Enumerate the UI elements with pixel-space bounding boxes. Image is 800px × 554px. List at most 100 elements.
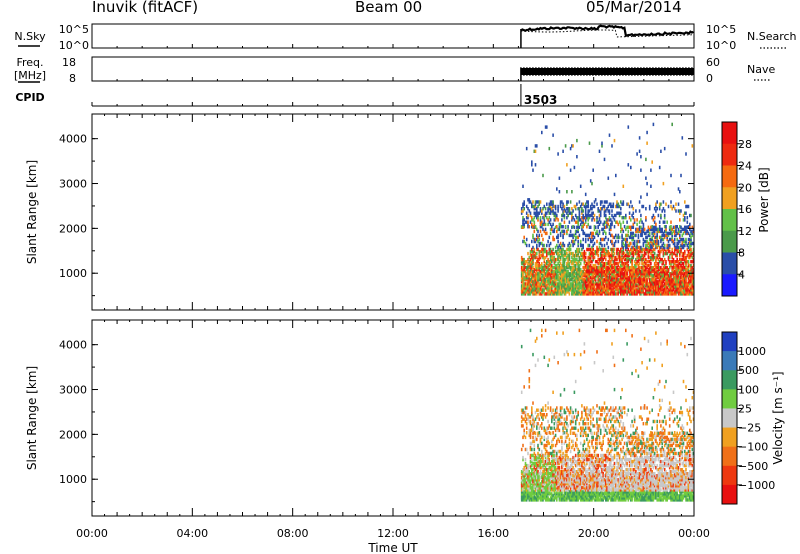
power-cell bbox=[525, 282, 528, 286]
power-cell bbox=[599, 202, 602, 206]
velocity-cell bbox=[559, 470, 562, 474]
power-cell bbox=[539, 216, 542, 220]
velocity-cell bbox=[542, 453, 544, 458]
power-cell bbox=[536, 276, 538, 280]
power-cell bbox=[672, 278, 675, 282]
power-cell bbox=[611, 222, 613, 227]
velocity-cell bbox=[548, 486, 551, 490]
power-cell bbox=[528, 290, 531, 294]
power-cell bbox=[672, 257, 675, 262]
velocity-cell bbox=[556, 480, 558, 484]
velocity-cell bbox=[536, 466, 538, 470]
velocity-cell bbox=[538, 447, 541, 452]
velocity-cell bbox=[531, 459, 533, 464]
power-cell bbox=[577, 243, 579, 248]
power-cell bbox=[576, 253, 578, 258]
velocity-cell bbox=[522, 408, 524, 412]
power-cell bbox=[620, 272, 622, 276]
power-cell bbox=[673, 290, 676, 294]
power-cell bbox=[621, 257, 623, 262]
power-cell bbox=[642, 272, 645, 276]
velocity-cell bbox=[569, 480, 572, 484]
power-cell bbox=[522, 266, 524, 270]
power-cell bbox=[690, 274, 692, 278]
power-cell bbox=[578, 211, 581, 215]
power-cell bbox=[626, 292, 628, 296]
velocity-cell bbox=[553, 488, 556, 492]
power-cell bbox=[549, 204, 552, 209]
power-cell bbox=[564, 251, 567, 256]
velocity-cell bbox=[573, 455, 576, 460]
power-cell bbox=[549, 209, 552, 213]
power-cell bbox=[549, 280, 552, 284]
power-cell bbox=[533, 220, 536, 224]
velocity-cell bbox=[541, 474, 543, 478]
power-cell bbox=[524, 290, 527, 294]
power-cell bbox=[687, 282, 690, 286]
power-cell bbox=[548, 292, 551, 296]
velocity-cell bbox=[534, 363, 537, 368]
velocity-cell bbox=[525, 472, 528, 476]
power-cell bbox=[572, 280, 574, 284]
power-cell bbox=[562, 233, 564, 238]
power-cell bbox=[623, 278, 626, 282]
power-cell bbox=[676, 241, 678, 246]
power-cell bbox=[558, 280, 561, 284]
power-cell bbox=[591, 239, 593, 244]
velocity-cell bbox=[543, 496, 546, 500]
power-cell bbox=[645, 247, 647, 252]
velocity-cell bbox=[532, 492, 534, 496]
power-cell bbox=[663, 290, 666, 294]
power-cell bbox=[686, 225, 689, 229]
velocity-cell bbox=[527, 478, 529, 482]
power-cell bbox=[551, 227, 553, 232]
power-cell bbox=[684, 229, 686, 234]
power-cell bbox=[675, 278, 677, 282]
power-cell bbox=[573, 288, 576, 292]
velocity-cell bbox=[542, 484, 544, 488]
power-cell bbox=[531, 202, 533, 206]
power-cell bbox=[675, 274, 677, 278]
power-cell bbox=[531, 253, 533, 258]
velocity-cell bbox=[532, 480, 534, 484]
velocity-cell bbox=[553, 476, 556, 480]
power-cell bbox=[539, 209, 542, 213]
power-cell bbox=[622, 278, 625, 282]
power-cell bbox=[534, 251, 537, 256]
power-cell bbox=[618, 278, 621, 282]
velocity-cell bbox=[532, 488, 534, 492]
power-cell bbox=[589, 247, 592, 252]
velocity-cell bbox=[542, 480, 544, 484]
power-cell bbox=[623, 257, 626, 262]
power-cell bbox=[641, 270, 643, 274]
power-cell bbox=[593, 272, 596, 276]
power-cell bbox=[586, 280, 588, 284]
power-cell bbox=[651, 160, 653, 164]
power-cell bbox=[529, 260, 532, 264]
power-cell bbox=[682, 245, 685, 250]
power-cell bbox=[520, 262, 523, 266]
power-cell bbox=[551, 276, 553, 280]
velocity-cell bbox=[523, 498, 525, 502]
power-cell bbox=[645, 280, 647, 284]
velocity-cell bbox=[574, 410, 577, 415]
velocity-cell bbox=[523, 468, 525, 472]
power-cell bbox=[587, 209, 589, 213]
power-cell bbox=[613, 278, 616, 282]
power-cell bbox=[574, 260, 577, 264]
power-cell bbox=[623, 216, 626, 220]
power-cell bbox=[615, 274, 617, 278]
velocity-cell bbox=[532, 352, 534, 357]
velocity-cell bbox=[527, 474, 529, 478]
power-cell bbox=[557, 218, 559, 222]
power-cell bbox=[589, 237, 592, 242]
power-cell bbox=[529, 257, 532, 262]
power-cell bbox=[611, 284, 613, 288]
power-cell bbox=[529, 211, 532, 215]
power-cell bbox=[627, 280, 630, 284]
velocity-cell bbox=[551, 492, 553, 496]
power-cell bbox=[538, 257, 541, 262]
velocity-cell bbox=[557, 466, 559, 470]
power-cell bbox=[671, 280, 673, 284]
power-cell bbox=[618, 255, 621, 260]
